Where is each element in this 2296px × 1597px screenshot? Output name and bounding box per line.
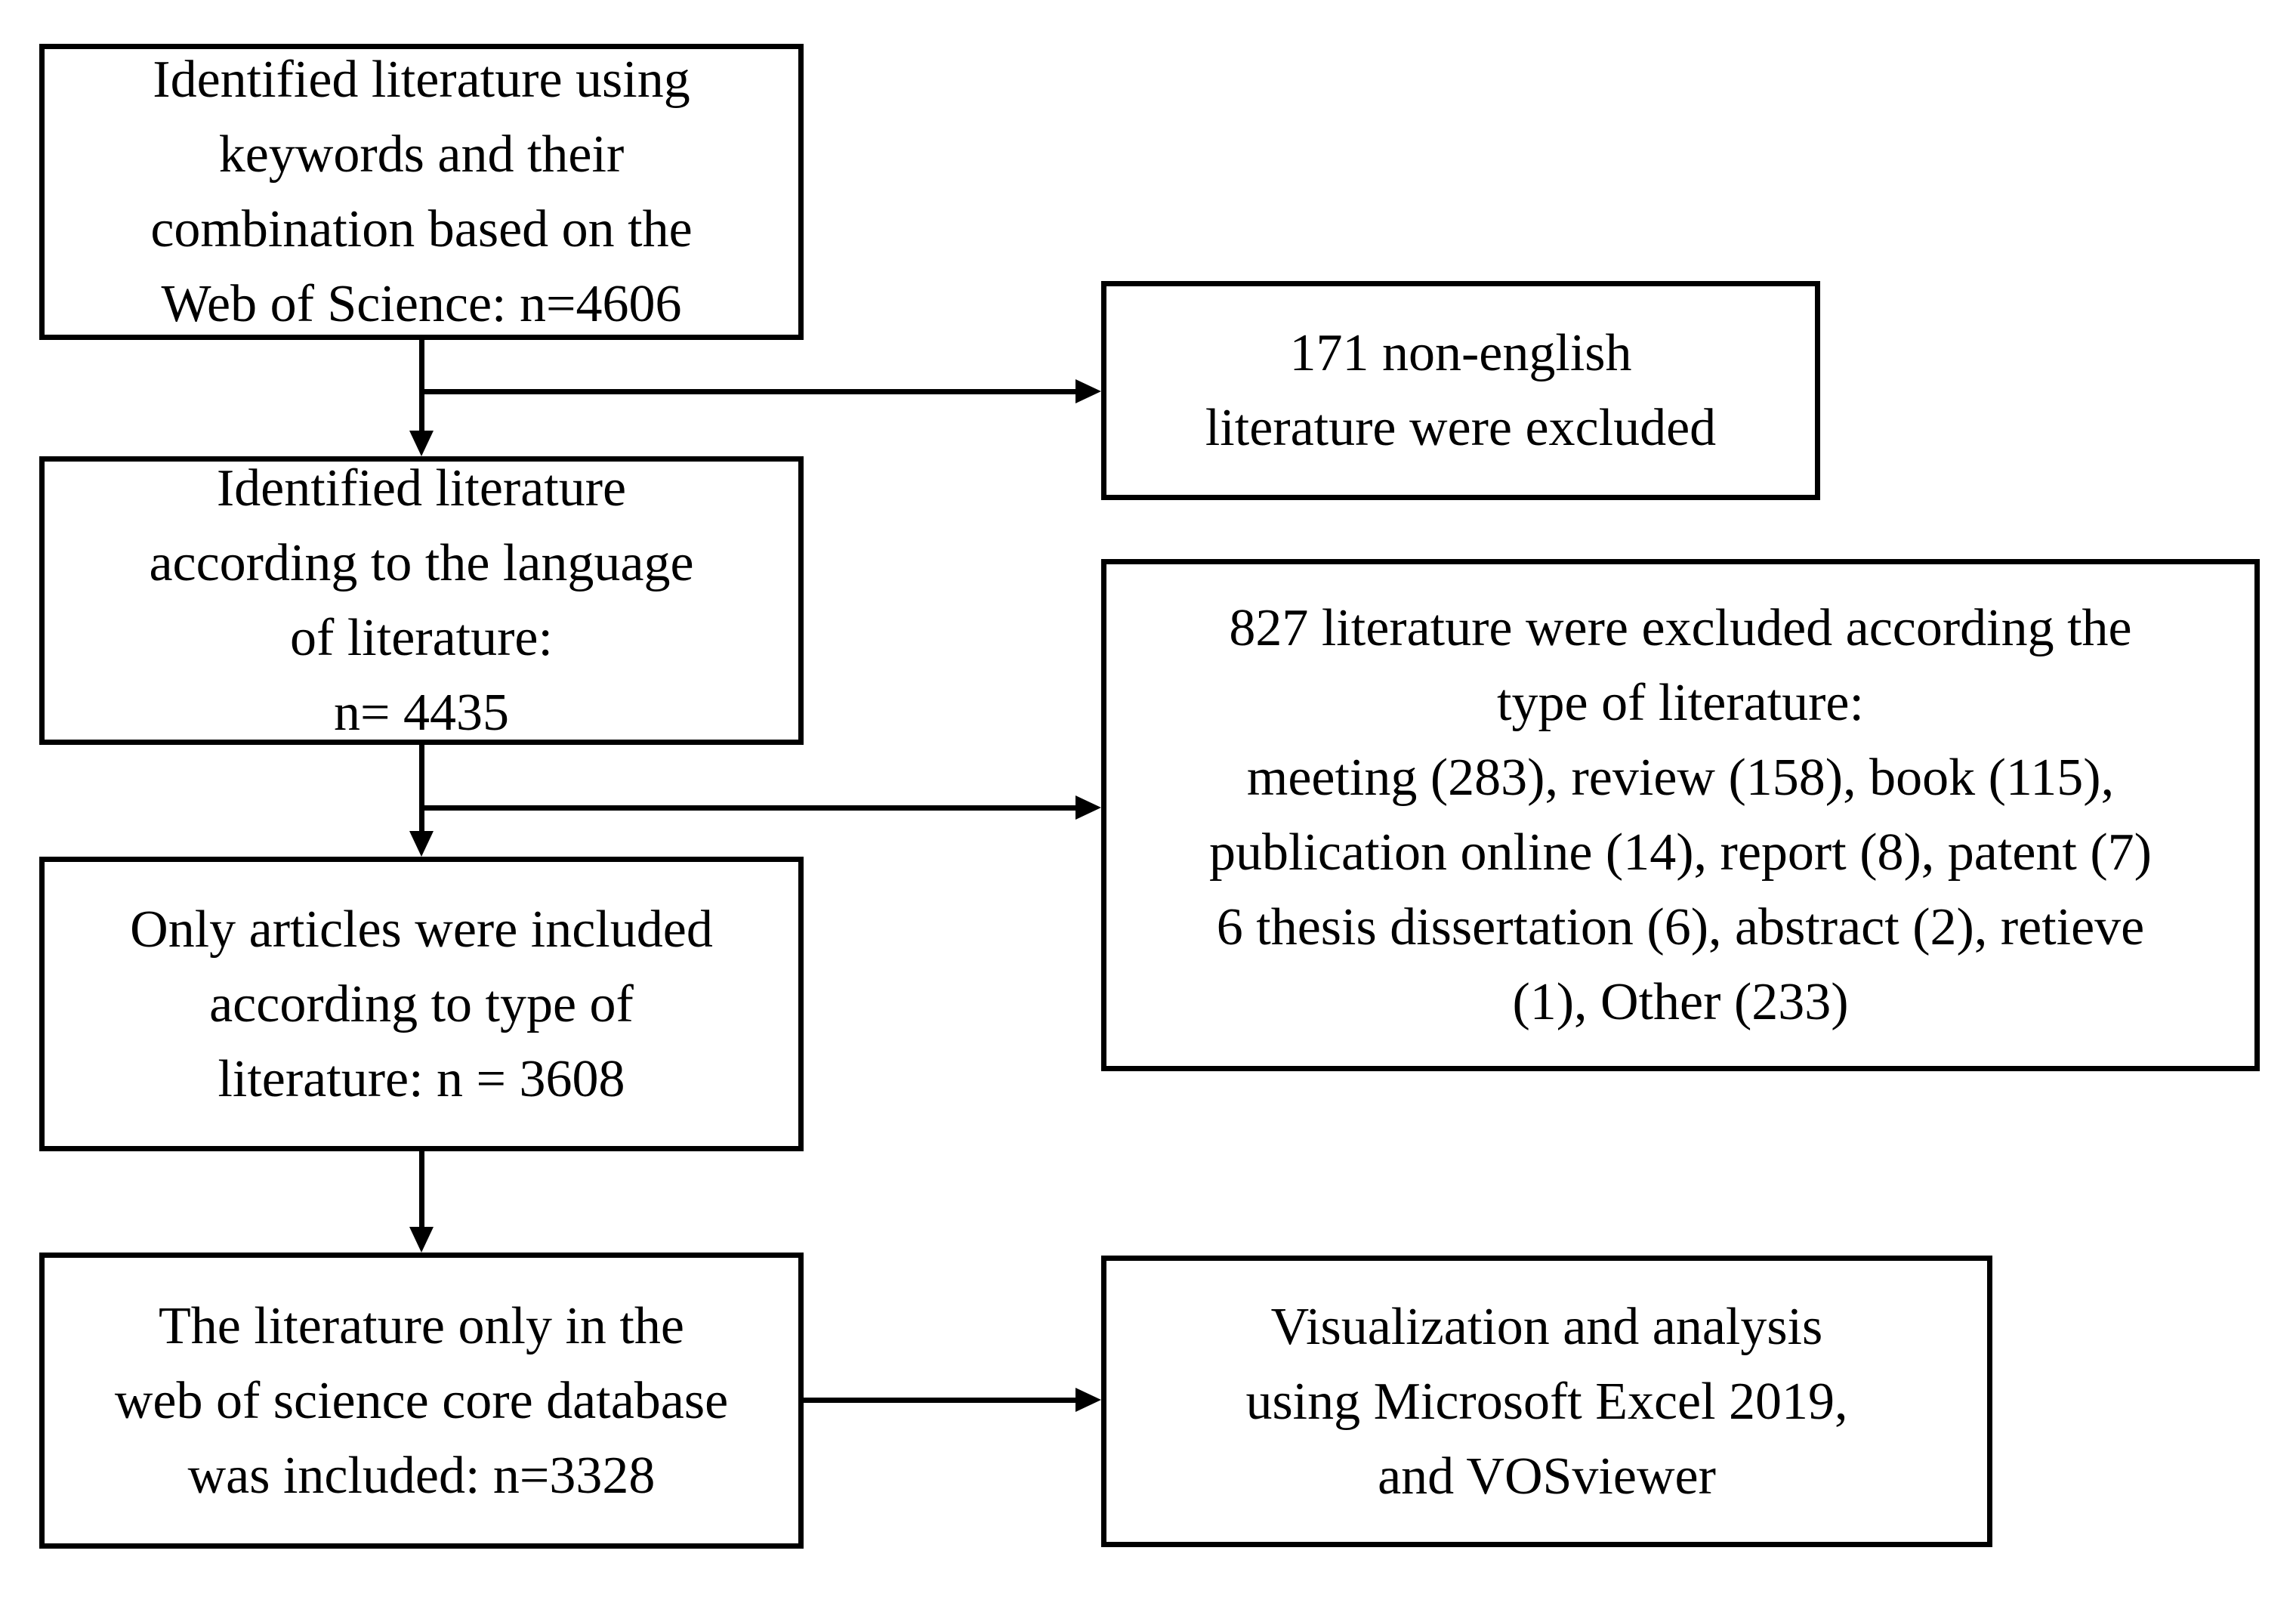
arrowhead-down-icon (409, 1227, 434, 1253)
box-identification-text: Identified literature using keywords and… (150, 51, 693, 333)
arrowhead-right-icon (1075, 1388, 1101, 1412)
connector-branch-to-excluded-by-type (421, 805, 1075, 811)
box-identification: Identified literature using keywords and… (39, 44, 804, 340)
box-analysis-tools: Visualization and analysis using Microso… (1101, 1256, 1992, 1547)
connector-branch-to-non-english (421, 389, 1077, 394)
box-excluded-by-type-text: 827 literature were excluded according t… (1209, 599, 2152, 1031)
arrowhead-down-icon (409, 431, 434, 456)
box-core-database-text: The literature only in the web of scienc… (114, 1296, 729, 1505)
connector-core-to-tools (804, 1398, 1075, 1403)
connector-identification-to-language (419, 340, 424, 432)
arrowhead-right-icon (1075, 795, 1101, 820)
connector-language-to-articles (419, 744, 424, 832)
box-excluded-by-type: 827 literature were excluded according t… (1101, 559, 2260, 1071)
connector-articles-to-core (419, 1150, 424, 1228)
box-core-database: The literature only in the web of scienc… (39, 1253, 804, 1549)
box-excluded-non-english: 171 non-english literature were excluded (1101, 281, 1820, 500)
box-excluded-non-english-text: 171 non-english literature were excluded (1205, 324, 1717, 457)
box-analysis-tools-text: Visualization and analysis using Microso… (1245, 1297, 1848, 1506)
arrowhead-down-icon (409, 831, 434, 857)
box-articles-only: Only articles were included according to… (39, 857, 804, 1151)
box-language-screen-text: Identified literature according to the l… (149, 459, 694, 742)
box-language-screen: Identified literature according to the l… (39, 456, 804, 745)
box-articles-only-text: Only articles were included according to… (130, 900, 713, 1108)
arrowhead-right-icon (1075, 379, 1101, 403)
